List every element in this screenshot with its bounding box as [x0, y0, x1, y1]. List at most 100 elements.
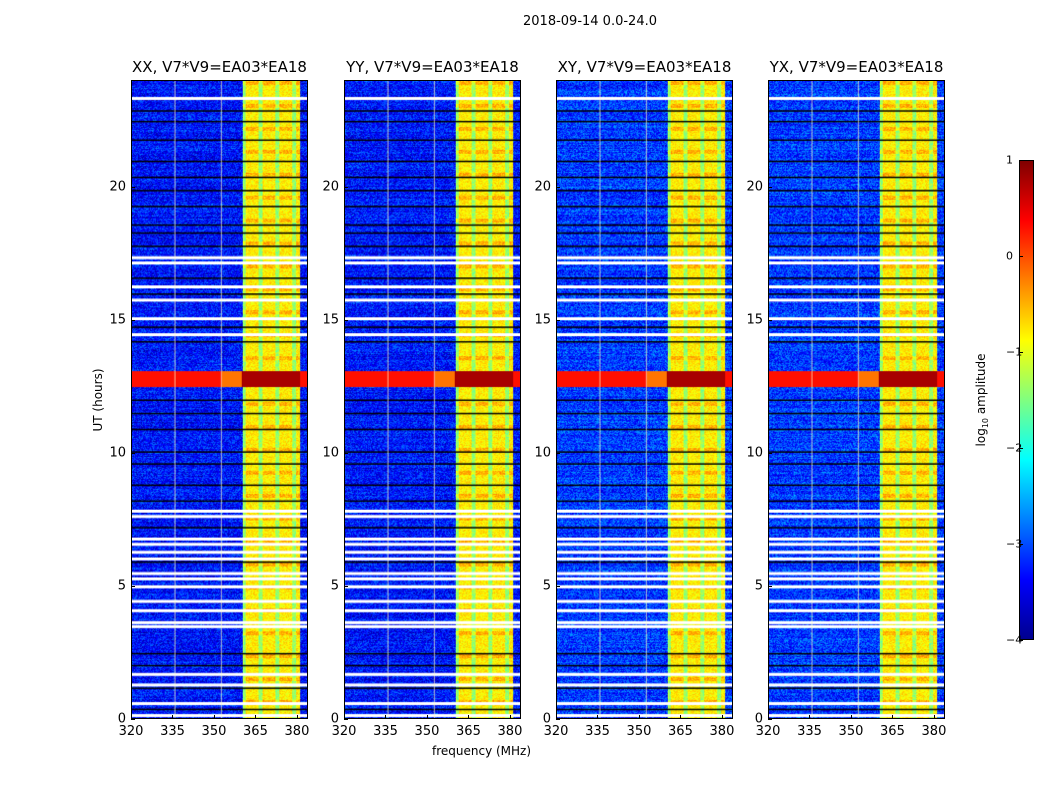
x-tick-label: 380	[284, 724, 310, 739]
x-tick-label: 350	[201, 724, 227, 739]
colorbar-tick-label: −1	[1006, 345, 1023, 359]
y-tick-label: 15	[746, 312, 763, 328]
panel-title: XX, V7*V9=EA03*EA18	[132, 58, 307, 76]
panel-title: YY, V7*V9=EA03*EA18	[346, 58, 519, 76]
x-tick	[933, 715, 935, 719]
y-tick	[131, 186, 135, 188]
panel-2: XY, V7*V9=EA03*EA18 320 335 350 365 380 0 5 10 15…	[534, 58, 734, 739]
y-tick	[768, 585, 772, 587]
y-tick	[344, 719, 348, 720]
colorbar-tick	[1019, 352, 1023, 353]
colorbar-tick	[1019, 256, 1023, 257]
y-tick	[131, 719, 135, 720]
x-tick-label: 335	[373, 724, 398, 739]
panel-3: YX, V7*V9=EA03*EA18 320 335 350 365 380 0 5 10 15…	[746, 58, 946, 739]
x-tick	[850, 715, 852, 719]
y-tick-label: 20	[746, 179, 763, 194]
panel-1: YY, V7*V9=EA03*EA18 320 335 350 365 380 0 5 10 15…	[322, 58, 522, 739]
heatmap-1	[344, 80, 521, 719]
x-tick	[344, 715, 345, 719]
colorbar-tick-label: −3	[1006, 537, 1023, 551]
colorbar-tick	[1019, 544, 1023, 545]
y-tick-label: 10	[746, 445, 763, 461]
colorbar-tick-label: −4	[1006, 633, 1023, 647]
x-tick	[768, 715, 769, 719]
colorbar-label: log10 amplitude	[973, 353, 991, 447]
y-tick-label: 15	[534, 312, 551, 328]
y-tick	[556, 319, 560, 321]
y-tick	[344, 319, 348, 321]
y-tick-label: 5	[754, 578, 763, 594]
y-tick	[768, 186, 772, 188]
y-tick-label: 0	[754, 711, 763, 727]
y-tick-label: 20	[534, 179, 551, 194]
x-tick-label: 350	[838, 724, 864, 739]
y-tick	[556, 719, 560, 720]
x-tick-label: 365	[668, 724, 693, 739]
y-tick-label: 0	[330, 711, 339, 727]
y-tick	[344, 186, 348, 188]
colorbar-tick-label: 0	[1006, 249, 1013, 263]
y-tick-label: 20	[322, 179, 339, 194]
y-tick	[768, 719, 772, 720]
y-tick-label: 20	[109, 179, 126, 194]
x-tick	[385, 715, 387, 719]
colorbar-tick-label: 1	[1006, 153, 1013, 167]
y-tick-label: 0	[117, 711, 126, 727]
colorbar-tick	[1019, 448, 1023, 449]
x-tick	[426, 715, 428, 719]
y-tick-label: 5	[117, 578, 126, 594]
x-tick	[892, 715, 894, 719]
x-tick-label: 365	[243, 724, 268, 739]
y-axis-label: UT (hours)	[91, 368, 105, 432]
x-tick-label: 350	[626, 724, 652, 739]
x-tick	[809, 715, 811, 719]
colorbar-tick	[1019, 640, 1023, 641]
x-tick	[597, 715, 599, 719]
y-tick	[768, 452, 772, 454]
colorbar-tick-label: −2	[1006, 441, 1023, 455]
y-tick	[768, 319, 772, 321]
x-tick-label: 320	[331, 724, 357, 739]
x-tick-label: 365	[456, 724, 481, 739]
y-tick-label: 15	[109, 312, 126, 328]
y-tick-label: 15	[322, 312, 339, 328]
x-tick	[131, 715, 132, 719]
panel-0: XX, V7*V9=EA03*EA18 320 335 350 365 380 0 5 10 15…	[109, 58, 309, 739]
y-tick	[131, 585, 135, 587]
x-tick	[296, 715, 298, 719]
heatmap-0	[131, 80, 308, 719]
x-tick-label: 320	[118, 724, 144, 739]
x-axis-label: frequency (MHz)	[432, 744, 532, 758]
x-tick-label: 380	[497, 724, 523, 739]
y-tick	[556, 452, 560, 454]
x-tick-label: 380	[921, 724, 947, 739]
x-tick	[721, 715, 723, 719]
heatmap-2	[556, 80, 733, 719]
y-tick	[131, 452, 135, 454]
x-tick	[556, 715, 557, 719]
colorbar-tick	[1019, 160, 1023, 161]
x-tick-label: 350	[414, 724, 440, 739]
y-tick-label: 10	[109, 445, 126, 461]
panel-title: YX, V7*V9=EA03*EA18	[769, 58, 944, 76]
x-tick	[468, 715, 470, 719]
x-tick	[638, 715, 640, 719]
x-tick	[172, 715, 174, 719]
x-tick-label: 335	[585, 724, 610, 739]
y-tick-label: 5	[542, 578, 551, 594]
x-tick	[255, 715, 257, 719]
y-tick-label: 5	[330, 578, 339, 594]
colorbar	[1019, 160, 1034, 640]
x-tick	[680, 715, 682, 719]
y-tick	[556, 585, 560, 587]
x-tick-label: 335	[797, 724, 822, 739]
figure-title: 2018-09-14 0.0-24.0	[523, 14, 657, 29]
x-tick-label: 320	[543, 724, 569, 739]
x-tick	[213, 715, 215, 719]
y-tick	[344, 452, 348, 454]
heatmap-3	[768, 80, 945, 719]
y-tick	[556, 186, 560, 188]
x-tick-label: 320	[755, 724, 781, 739]
